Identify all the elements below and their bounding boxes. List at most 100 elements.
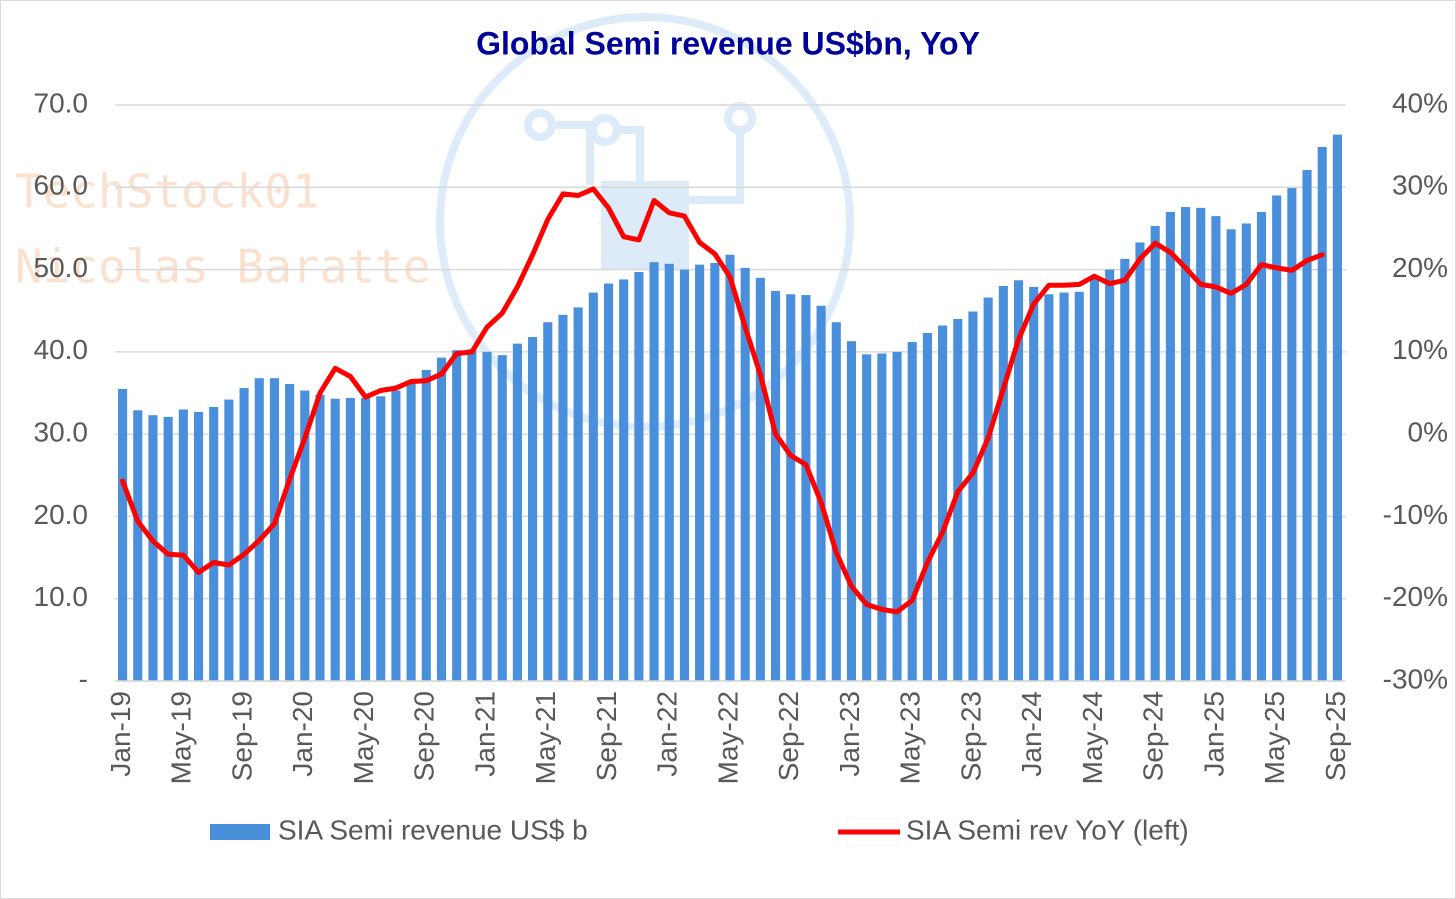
bar [269,378,279,681]
y-tick-label: 20.0 [34,499,89,530]
bar [786,294,796,681]
bar [406,381,416,681]
bar [1013,280,1024,681]
bar [1029,286,1039,681]
bar [816,305,826,681]
bar [224,399,234,681]
x-tick-label: Sep-23 [955,691,986,781]
bar [193,411,204,681]
bar [998,286,1008,681]
bar [330,398,340,681]
x-tick-label: Sep-21 [591,691,622,781]
bar [831,322,841,681]
bar [801,295,811,681]
bar [285,383,295,681]
bar [118,388,128,681]
bar [649,262,659,681]
bar [846,341,857,681]
bar [953,318,963,681]
bar [679,269,689,681]
x-tick-label: May-25 [1259,691,1290,784]
x-tick-label: Jan-22 [652,691,683,777]
legend-swatch [210,824,270,840]
y2-tick-label: 10% [1392,334,1448,365]
bar [938,325,948,681]
bar [209,406,219,681]
bar [725,254,735,681]
bar [1317,146,1327,682]
bar [254,378,264,681]
x-tick-label: Sep-20 [409,691,440,781]
bar [163,416,173,681]
bar [528,337,538,681]
bar [634,272,644,681]
bar [1256,211,1267,681]
bar [1181,207,1191,681]
bar [968,311,978,681]
bar [421,369,431,681]
bar [907,341,917,681]
bar [391,390,401,681]
y2-tick-label: 40% [1392,87,1448,118]
bar [877,353,887,681]
y2-tick-label: -30% [1383,663,1448,694]
y-tick-label: 60.0 [34,170,89,201]
bar [133,410,143,681]
bar [239,388,249,681]
bar [1196,207,1206,681]
bar [452,350,462,681]
bar [619,279,629,681]
bar [1059,292,1069,681]
bar [436,357,447,681]
bar [345,397,355,681]
x-tick-label: Sep-24 [1138,691,1169,781]
bar [1089,278,1099,681]
bar [1226,229,1236,681]
bar [1150,225,1160,681]
x-tick-label: May-21 [530,691,561,784]
y-tick-label: 30.0 [34,417,89,448]
x-tick-label: Sep-19 [226,691,257,781]
bar [1135,242,1145,681]
x-tick-label: Jan-21 [469,691,500,777]
bar [1211,216,1221,682]
bar [983,297,993,681]
legend-label: SIA Semi revenue US$ b [278,814,588,845]
bar [178,409,188,681]
bar [664,263,674,681]
bar [1105,269,1115,681]
x-tick-label: May-20 [348,691,379,784]
y2-tick-label: -20% [1383,581,1448,612]
bar [148,415,158,681]
x-tick-label: Sep-25 [1320,691,1351,781]
x-tick-label: Sep-22 [773,691,804,781]
x-tick-label: May-24 [1077,691,1108,784]
bar [315,394,325,681]
bar [922,332,932,681]
bar [300,390,310,681]
legend-label: SIA Semi rev YoY (left) [906,814,1189,845]
y-tick-label: - [79,663,88,694]
bar [862,354,872,681]
bar [588,292,598,681]
bar [482,351,492,681]
chart-title: Global Semi revenue US$bn, YoY [476,25,980,61]
bar [558,314,568,681]
bar [1302,170,1312,681]
y2-tick-label: 20% [1392,252,1448,283]
bar [1241,223,1251,681]
bar [1332,134,1342,681]
y-tick-label: 10.0 [34,581,89,612]
bar [892,351,902,681]
x-tick-label: Jan-19 [105,691,136,777]
y-tick-label: 70.0 [34,87,89,118]
x-tick-label: Jan-25 [1198,691,1229,777]
watermark: Nicolas Baratte [15,240,430,294]
bar [573,307,583,681]
x-tick-label: May-19 [166,691,197,784]
y-tick-label: 50.0 [34,252,89,283]
x-tick-label: Jan-24 [1016,691,1047,777]
y2-tick-label: 0% [1408,417,1448,448]
bar [771,290,781,681]
